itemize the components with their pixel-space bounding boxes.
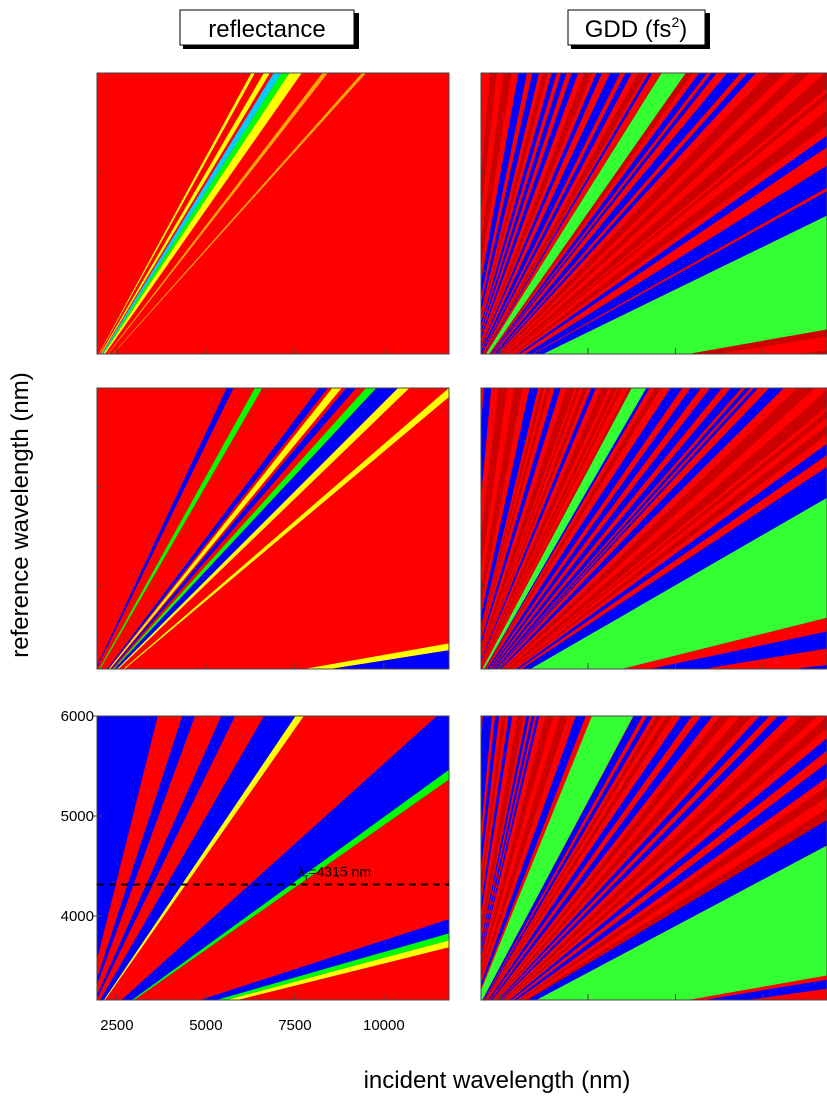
y-axis-label: reference wavelength (nm) [7, 372, 34, 657]
heatmap-background [97, 388, 449, 669]
y-tick-label: 4000 [61, 908, 94, 925]
title-part: ) [679, 16, 687, 43]
heatmap-panel [461, 0, 827, 394]
heatmap-band [461, 677, 827, 709]
title-box: reflectance [180, 10, 359, 49]
heatmap-band [461, 1018, 827, 1040]
x-tick-label: 2500 [100, 1017, 133, 1034]
x-axis-label: incident wavelength (nm) [364, 1067, 631, 1094]
y-tick-label: 6000 [61, 708, 94, 725]
x-tick-label: 5000 [189, 1017, 222, 1034]
annotation-text: =4315 nm [308, 864, 371, 880]
column-title: reflectance [208, 16, 325, 43]
annotation-symbol: λ [298, 864, 305, 880]
figure: reflectance GDD (fs2) reference waveleng… [0, 0, 827, 1099]
title-sup: 2 [671, 14, 679, 30]
x-tick-label: 10000 [363, 1017, 405, 1034]
x-tick-label: 7500 [278, 1017, 311, 1034]
title-box: GDD (fs2) [568, 10, 710, 49]
y-tick-label: 5000 [61, 808, 94, 825]
title-part: GDD (fs [585, 16, 672, 43]
heatmap-background [97, 73, 449, 354]
